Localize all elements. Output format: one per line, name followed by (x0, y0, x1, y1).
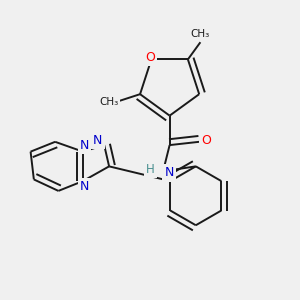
Text: O: O (145, 51, 155, 64)
Text: N: N (80, 139, 89, 152)
Text: CH₃: CH₃ (191, 29, 210, 39)
Text: N: N (93, 134, 103, 147)
Text: O: O (201, 134, 211, 147)
Text: N: N (80, 181, 89, 194)
Text: CH₃: CH₃ (99, 98, 118, 107)
Text: N: N (164, 167, 174, 179)
Text: H: H (146, 163, 155, 176)
